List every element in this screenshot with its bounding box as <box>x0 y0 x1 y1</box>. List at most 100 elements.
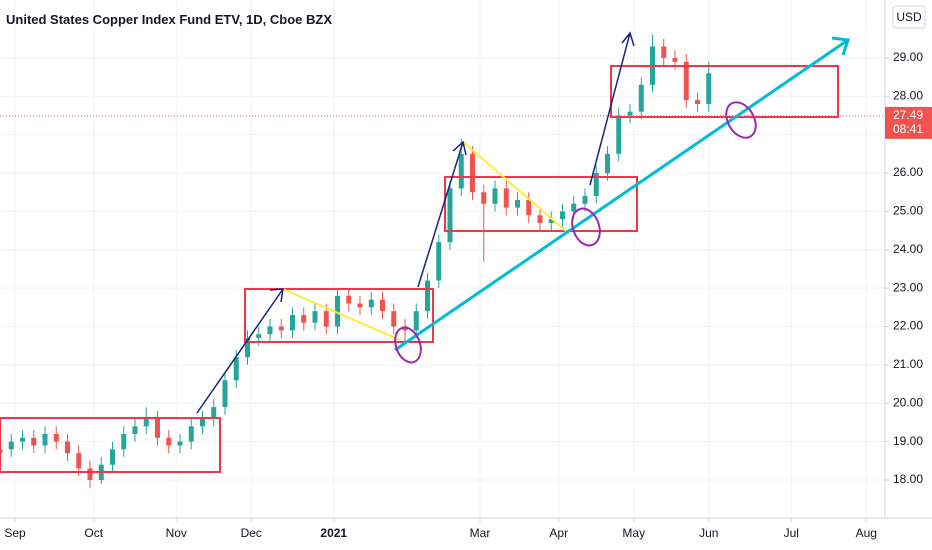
x-tick-label: Sep <box>4 526 26 540</box>
candle-body <box>278 326 284 331</box>
x-tick-label: Jul <box>784 526 799 540</box>
candle-body <box>458 153 464 189</box>
candle-body <box>605 153 610 174</box>
trend-line <box>282 288 401 341</box>
candle-body <box>492 188 498 204</box>
y-tick-label: 19.00 <box>893 434 923 448</box>
candle-body <box>560 211 565 220</box>
candle-body <box>245 338 250 358</box>
y-tick-label: 25.00 <box>893 204 923 218</box>
candle-body <box>380 299 385 312</box>
candle-body <box>391 311 397 327</box>
currency-label[interactable]: USD <box>896 10 922 24</box>
candle-body <box>481 192 487 204</box>
candle-body <box>582 196 588 204</box>
last-price-label: 27.49 <box>893 108 923 122</box>
candle-body <box>8 441 14 450</box>
axes: 18.00 19.00 20.00 21.00 22.00 23.00 24.00 25.00… <box>0 50 932 540</box>
candle-body <box>188 426 194 442</box>
y-tick-label: 28.00 <box>893 88 923 102</box>
trend-arrow <box>394 36 851 352</box>
x-tick-label: Jun <box>699 526 718 540</box>
highlight-ellipse <box>394 326 422 364</box>
y-tick-label: 23.00 <box>893 280 923 294</box>
x-tick-label: Nov <box>166 526 187 540</box>
candle-body <box>447 188 453 243</box>
candle-body <box>413 311 419 331</box>
y-tick-label: 29.00 <box>893 50 923 64</box>
candle-body <box>31 437 37 446</box>
countdown-label: 08:41 <box>893 122 923 136</box>
candle-body <box>267 326 273 335</box>
highlight-ellipse <box>725 101 757 139</box>
candle-body <box>233 357 239 381</box>
last-price-tag <box>885 106 932 139</box>
candle-body <box>706 73 712 104</box>
candle-body <box>53 433 59 442</box>
range-box <box>610 65 839 118</box>
candle-body <box>290 315 295 331</box>
highlight-ellipse <box>571 207 601 247</box>
chart-title: United States Copper Index Fund ETV, 1D,… <box>6 12 332 27</box>
candle-body <box>346 295 352 304</box>
range-box <box>444 176 638 232</box>
candle-body <box>616 115 622 154</box>
candle-body <box>695 100 700 104</box>
y-tick-label: 21.00 <box>893 357 923 371</box>
x-tick-label: Mar <box>470 526 491 540</box>
candle-body <box>312 311 318 323</box>
candle-body <box>526 199 532 216</box>
y-tick-label: 18.00 <box>893 472 923 486</box>
candle-body <box>166 437 172 446</box>
candle-body <box>537 215 543 223</box>
y-tick-label: 24.00 <box>893 242 923 256</box>
candle-body <box>76 453 82 469</box>
candle-body <box>42 433 48 446</box>
candle-body <box>132 426 138 434</box>
arrow <box>417 140 467 288</box>
candle-body <box>548 219 554 223</box>
range-box <box>244 288 434 343</box>
y-tick-label: 26.00 <box>893 165 923 179</box>
candle-body <box>301 315 307 323</box>
x-tick-label: Dec <box>241 526 262 540</box>
candle-body <box>20 437 25 442</box>
trend-line <box>462 141 568 233</box>
y-tick-label: 22.00 <box>893 319 923 333</box>
drawings <box>0 31 851 473</box>
candle-body <box>200 418 205 427</box>
candle-body <box>470 153 475 193</box>
x-tick-label: 2021 <box>320 526 347 540</box>
range-box <box>0 417 221 473</box>
candle-body <box>87 468 93 481</box>
candle-body <box>143 418 149 427</box>
x-tick-label: Apr <box>549 526 568 540</box>
candle-body <box>357 303 363 308</box>
arrow <box>196 288 284 414</box>
y-tick-label: 20.00 <box>893 395 923 409</box>
candle-body <box>515 199 520 208</box>
candle-body <box>177 441 183 446</box>
candle-body <box>368 299 374 308</box>
currency-button[interactable] <box>892 5 926 29</box>
candle-body <box>503 188 509 208</box>
candle-body <box>571 203 577 212</box>
candle-body <box>211 407 217 419</box>
candle-body <box>110 449 115 465</box>
candle-body <box>335 295 340 327</box>
candle-body <box>121 433 127 450</box>
candle-body <box>425 280 430 312</box>
arrow <box>589 31 635 186</box>
candle-body <box>155 418 160 438</box>
candle-body <box>627 111 633 116</box>
candle-body <box>65 441 70 454</box>
grid <box>0 0 885 518</box>
x-tick-label: Aug <box>856 526 877 540</box>
candle-body <box>256 334 262 339</box>
candle-body <box>436 242 442 281</box>
candle-body <box>638 84 644 112</box>
x-tick-label: May <box>622 526 645 540</box>
candle-body <box>323 311 329 327</box>
candle-body <box>222 380 228 408</box>
